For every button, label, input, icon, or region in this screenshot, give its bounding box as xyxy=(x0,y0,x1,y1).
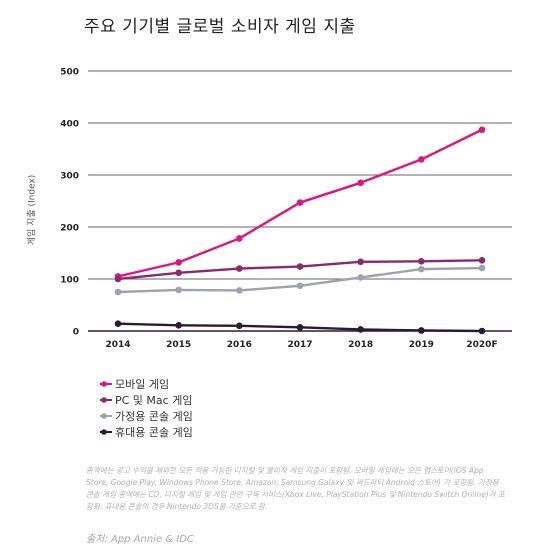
data-point xyxy=(175,286,182,294)
data-point xyxy=(114,275,122,283)
data-point xyxy=(357,179,364,187)
data-point xyxy=(236,322,243,330)
legend-item: 휴대용 콘솔 게임 xyxy=(100,424,193,440)
x-tick-label: 2014 xyxy=(105,340,130,350)
legend-label: 모바일 게임 xyxy=(115,378,170,391)
y-tick-labels: 0 100 200 300 400 500 xyxy=(60,68,79,338)
x-tick-label: 2015 xyxy=(166,340,191,350)
y-axis-label-wrap: 게임 지출 (Index) xyxy=(20,150,42,270)
series-2 xyxy=(114,264,486,296)
data-point xyxy=(296,263,304,270)
y-axis-label: 게임 지출 (Index) xyxy=(27,174,38,246)
data-point xyxy=(418,327,425,334)
series-0 xyxy=(114,126,486,280)
chart-title: 주요 기기별 글로벌 소비자 게임 지출 xyxy=(84,17,356,37)
y-tick-label: 400 xyxy=(60,120,79,130)
data-point xyxy=(357,326,364,333)
series-3 xyxy=(114,320,486,335)
data-point xyxy=(296,282,304,290)
footnote: 총액에는 광고 수익을 제외한 모든 적용 가능한 디지털 및 물리적 게임 지… xyxy=(86,466,505,511)
data-point xyxy=(175,269,182,277)
data-point xyxy=(357,258,364,266)
x-tick-label: 2020F xyxy=(466,340,497,350)
legend-item: 가정용 콘솔 게임 xyxy=(100,408,193,424)
series-1 xyxy=(114,256,486,283)
legend-item: 모바일 게임 xyxy=(100,376,193,392)
legend-marker xyxy=(100,413,112,419)
data-point xyxy=(418,258,425,265)
series-lines xyxy=(114,126,486,335)
legend-label: 휴대용 콘솔 게임 xyxy=(115,426,193,439)
data-point xyxy=(236,235,243,242)
y-tick-label: 100 xyxy=(60,276,79,286)
legend-marker xyxy=(100,397,112,403)
legend-item: PC 및 Mac 게임 xyxy=(100,392,193,408)
data-point xyxy=(357,274,364,281)
data-point xyxy=(296,324,304,331)
data-point xyxy=(478,264,486,272)
y-tick-label: 0 xyxy=(73,328,79,338)
data-point xyxy=(114,288,122,296)
data-point xyxy=(478,126,486,134)
x-tick-label: 2016 xyxy=(227,340,252,350)
x-tick-label: 2018 xyxy=(348,340,373,350)
legend-marker xyxy=(100,381,112,387)
legend-label: 가정용 콘솔 게임 xyxy=(115,410,193,423)
data-point xyxy=(418,156,425,163)
y-tick-label: 500 xyxy=(60,68,79,78)
data-point xyxy=(418,265,425,273)
data-point xyxy=(175,259,182,266)
data-point xyxy=(478,327,486,335)
data-point xyxy=(236,287,243,294)
y-tick-label: 200 xyxy=(60,224,79,234)
data-point xyxy=(296,199,304,206)
x-tick-label: 2017 xyxy=(287,340,312,350)
data-point xyxy=(175,321,182,329)
x-tick-label: 2019 xyxy=(409,340,434,350)
data-point xyxy=(114,320,122,328)
legend-marker xyxy=(100,429,112,435)
data-point xyxy=(236,265,243,272)
legend-label: PC 및 Mac 게임 xyxy=(115,394,193,407)
source-text: 출처: App Annie & IDC xyxy=(86,534,194,545)
x-tick-labels: 2014 2015 2016 2017 2018 2019 2020F xyxy=(105,340,497,350)
data-point xyxy=(478,256,486,264)
y-tick-label: 300 xyxy=(60,172,79,182)
